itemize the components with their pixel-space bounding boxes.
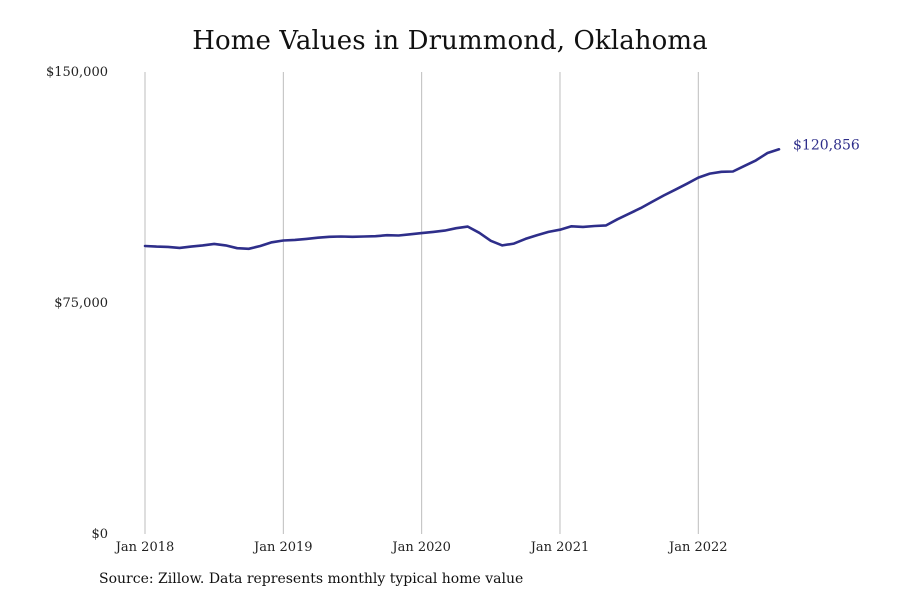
x-tick-label: Jan 2019 — [252, 540, 313, 555]
gridlines — [144, 72, 699, 534]
y-axis-labels: $0 $75,000 $150,000 — [46, 65, 108, 542]
x-axis-labels: Jan 2018 Jan 2019 Jan 2020 Jan 2021 Jan 2022 — [114, 540, 728, 555]
x-tick-label: Jan 2022 — [667, 540, 728, 555]
series-line — [143, 148, 781, 251]
source-note: Source: Zillow. Data represents monthly … — [99, 571, 524, 587]
chart-title: Home Values in Drummond, Oklahoma — [192, 26, 708, 56]
y-tick-label: $150,000 — [46, 65, 108, 80]
y-tick-label: $0 — [91, 527, 108, 542]
end-value-label: $120,856 — [793, 137, 860, 153]
series — [143, 148, 781, 251]
x-tick-label: Jan 2018 — [114, 540, 175, 555]
data-labels: $120,856 — [793, 137, 860, 153]
x-tick-label: Jan 2021 — [529, 540, 590, 555]
x-tick-label: Jan 2020 — [390, 540, 451, 555]
y-tick-label: $75,000 — [54, 296, 108, 311]
